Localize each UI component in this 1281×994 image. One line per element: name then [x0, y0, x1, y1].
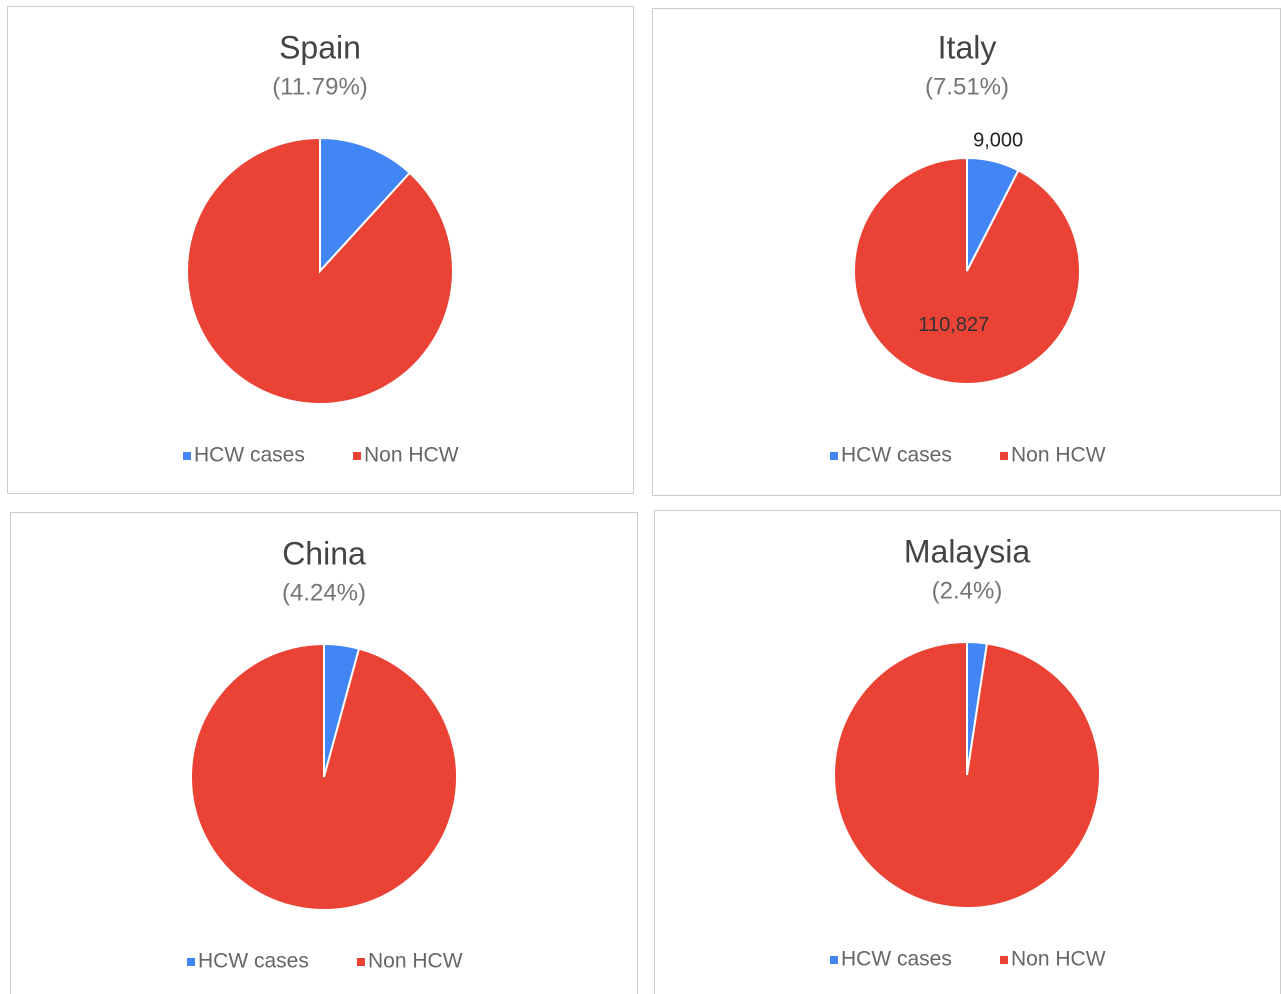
legend-label: HCW cases: [841, 444, 952, 467]
chart-panel: China (4.24%) HCW cases Non HCW: [10, 512, 638, 994]
chart-title: Spain: [279, 29, 361, 65]
chart-subtitle: (4.24%): [282, 579, 366, 606]
chart-title: China: [282, 535, 366, 571]
chart-panel: Italy (7.51%) 9,000 110,827 HCW cases Non HCW: [652, 8, 1281, 496]
pie-slice: [186, 136, 454, 405]
legend-marker: [830, 956, 838, 964]
value-label: 110,827: [918, 314, 989, 336]
legend-label: HCW cases: [841, 948, 952, 971]
pie-slice: [853, 156, 1081, 385]
pie-slice: [190, 642, 458, 911]
legend-label: Non HCW: [1011, 444, 1106, 467]
legend-marker: [830, 452, 838, 460]
chart-panel: Malaysia (2.4%) HCW cases Non HCW: [654, 510, 1281, 994]
value-label: 9,000: [973, 130, 1023, 152]
legend-marker: [357, 958, 365, 966]
pie-slice: [319, 136, 412, 274]
legend-marker: [183, 452, 191, 460]
chart-subtitle: (7.51%): [925, 73, 1009, 100]
legend-label: Non HCW: [1011, 948, 1106, 971]
legend-marker: [1000, 956, 1008, 964]
chart-panel: Spain (11.79%) HCW cases Non HCW: [7, 6, 634, 494]
legend-label: HCW cases: [198, 950, 309, 973]
chart-subtitle: (11.79%): [272, 73, 368, 100]
legend-label: HCW cases: [194, 444, 305, 467]
pie-slice: [833, 640, 1101, 909]
legend-marker: [187, 958, 195, 966]
chart-title: Italy: [938, 29, 997, 65]
chart-subtitle: (2.4%): [932, 577, 1003, 604]
legend-label: Non HCW: [364, 444, 459, 467]
legend-marker: [353, 452, 361, 460]
legend-label: Non HCW: [368, 950, 463, 973]
legend-marker: [1000, 452, 1008, 460]
chart-title: Malaysia: [904, 533, 1030, 569]
